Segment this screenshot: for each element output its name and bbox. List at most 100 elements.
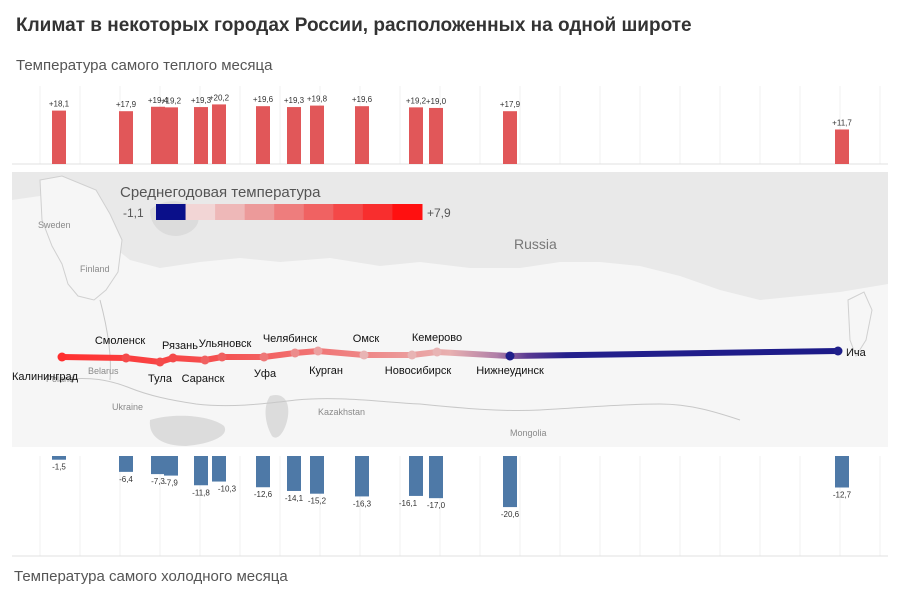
city-marker: [432, 347, 442, 357]
city-marker: [259, 352, 269, 362]
warm-month-subtitle: Температура самого теплого месяца: [16, 57, 273, 74]
cold-bar: [194, 456, 208, 486]
cold-bar: [256, 456, 270, 488]
warm-bar-label: +20,2: [209, 93, 230, 102]
city-label: Смоленск: [95, 335, 145, 347]
scandinavia-land: [39, 175, 123, 301]
kamchatka-land: [847, 291, 873, 358]
cold-bar-label: -7,9: [164, 479, 178, 488]
warm-bar-label: +11,7: [832, 118, 852, 127]
warm-bar: [355, 106, 369, 164]
caspian-sea: [265, 394, 289, 438]
city-label: Омск: [353, 333, 380, 345]
legend-swatch: [333, 204, 364, 220]
map-country-label: Sweden: [38, 220, 71, 230]
warm-bar: [409, 107, 423, 164]
warm-bar-label: +19,4: [148, 96, 169, 105]
cold-bar-label: -12,6: [254, 490, 273, 499]
chart-title: Климат в некоторых городах России, распо…: [16, 15, 692, 36]
cold-bar: [164, 456, 178, 476]
cold-bar-label: -11,8: [192, 488, 210, 497]
cold-bar: [355, 456, 369, 497]
city-label: Ича: [846, 347, 867, 359]
cold-bar-label: -12,7: [833, 490, 852, 499]
cold-bar: [52, 456, 66, 460]
warm-bar-label: +17,9: [500, 100, 521, 109]
legend-swatch: [303, 204, 334, 220]
legend-swatch: [215, 204, 246, 220]
western-border: [99, 299, 111, 381]
cold-bar-label: -17,0: [427, 501, 446, 510]
cold-bar-label: -6,4: [119, 475, 133, 484]
city-marker: [121, 353, 131, 363]
warm-bar: [310, 105, 324, 164]
warm-bar-label: +19,6: [253, 95, 274, 104]
legend-min-label: -1,1: [123, 206, 144, 220]
cold-bar-label: -7,3: [151, 477, 165, 486]
legend-max-label: +7,9: [427, 206, 451, 220]
warm-bar: [194, 107, 208, 164]
city-label: Саранск: [182, 373, 225, 385]
warm-bar: [256, 106, 270, 164]
cold-bar: [409, 456, 423, 496]
city-marker: [290, 348, 300, 358]
city-label: Нижнеудинск: [476, 365, 544, 377]
cold-bar-label: -16,3: [353, 499, 372, 508]
warm-bar-label: +19,0: [426, 97, 447, 106]
map-country-label: Kazakhstan: [318, 407, 365, 417]
black-sea: [149, 415, 226, 446]
cold-bar: [287, 456, 301, 491]
cold-bar-label: -1,5: [52, 463, 66, 472]
city-marker: [407, 350, 417, 360]
city-marker: [155, 357, 165, 367]
city-label: Челябинск: [263, 333, 317, 345]
city-label: Калининград: [12, 371, 79, 383]
cold-bar: [429, 456, 443, 499]
cold-bar: [835, 456, 849, 488]
warm-bar: [151, 106, 165, 164]
warm-bar: [119, 111, 133, 164]
city-label: Новосибирск: [385, 365, 452, 377]
legend-swatch: [244, 204, 275, 220]
warm-bar-label: +19,2: [406, 96, 427, 105]
city-marker: [833, 346, 843, 356]
legend-swatch: [362, 204, 393, 220]
southern-border: [59, 377, 741, 421]
city-label: Рязань: [162, 340, 198, 352]
legend-swatch: [274, 204, 305, 220]
cold-bar: [310, 456, 324, 494]
warm-bar-label: +19,3: [191, 96, 212, 105]
warm-bar: [429, 107, 443, 164]
city-marker: [200, 355, 210, 365]
warm-bars: +18,1 +17,9 +19,4+19,2 +19,3+20,2 +19,6 +19,3…: [49, 93, 852, 164]
legend-swatch: [156, 204, 187, 220]
city-label: Кемерово: [412, 332, 462, 344]
cold-month-subtitle: Температура самого холодного месяца: [14, 568, 288, 585]
cold-bar: [212, 456, 226, 482]
warm-bar-label: +18,1: [49, 100, 70, 109]
map-country-label: Belarus: [88, 366, 119, 376]
cold-bar-label: -16,1: [399, 499, 418, 508]
city-marker: [57, 352, 67, 362]
legend-swatch: [185, 204, 216, 220]
map-country-russia: Russia: [514, 236, 557, 252]
cold-bar-label: -20,6: [501, 510, 520, 519]
city-label: Уфа: [254, 368, 277, 380]
cold-bars: -1,5 -6,4 -7,3 -7,9 -11,8 -10,3 -12,6 -14,1 -15,…: [52, 456, 852, 519]
cold-bar-label: -15,2: [308, 497, 327, 506]
cold-bar-label: -10,3: [218, 485, 237, 494]
legend-swatch: [392, 204, 423, 220]
city-marker: [217, 352, 227, 362]
map-country-label: Ukraine: [112, 402, 143, 412]
cold-bar: [503, 456, 517, 508]
warm-bar-label: +17,9: [116, 100, 137, 109]
warm-bar: [287, 107, 301, 164]
map-country-label: Finland: [80, 264, 110, 274]
route: Калининград Смоленск Тула Рязань Саранск Улья…: [12, 332, 867, 385]
warm-bar-label: +19,2: [161, 96, 182, 105]
map-country-label: Mongolia: [510, 428, 547, 438]
city-label: Ульяновск: [199, 338, 252, 350]
land-mass: [12, 196, 888, 447]
cold-bar-label: -14,1: [285, 494, 304, 503]
